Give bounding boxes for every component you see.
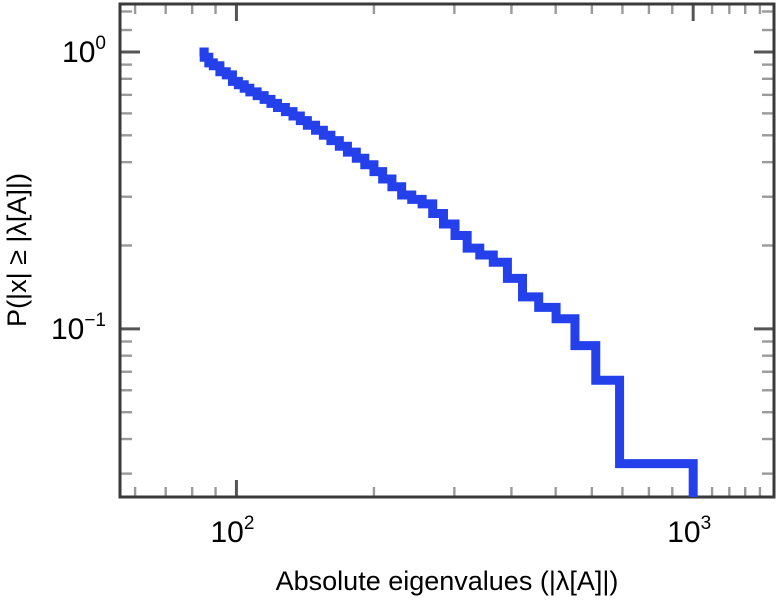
- axis-ticks: [120, 4, 774, 497]
- y-tick-label: 100: [62, 33, 106, 69]
- plot-background: [120, 4, 774, 497]
- y-axis-label: P(|x| ≥ |λ[A]|): [2, 173, 32, 327]
- x-axis-label: Absolute eigenvalues (|λ[A]|): [276, 566, 619, 596]
- x-tick-label: 102: [210, 513, 254, 549]
- x-tick-label: 103: [667, 513, 711, 549]
- plot-frame: [118, 2, 776, 499]
- y-tick-label: 10−1: [51, 310, 106, 346]
- y-tick-labels: 100 10−1: [51, 33, 106, 346]
- x-tick-labels: 102 103: [210, 513, 711, 549]
- ccdf-step-curve: [199, 47, 698, 497]
